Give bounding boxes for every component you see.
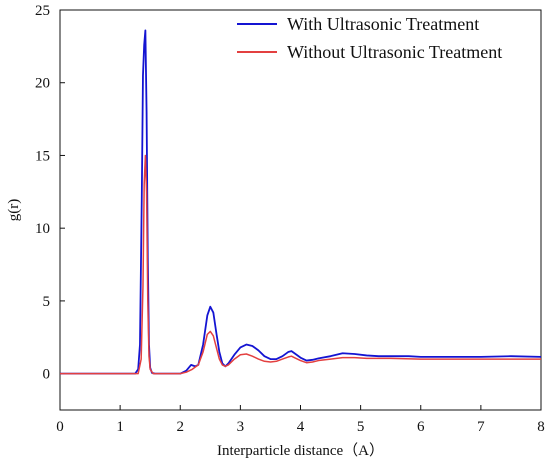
series-line-without-ultrasonic — [60, 154, 541, 375]
x-tick-label: 0 — [56, 419, 64, 435]
y-axis-title: g(r) — [6, 199, 22, 222]
series-line-with-ultrasonic — [60, 29, 542, 375]
y-tick-label: 20 — [35, 76, 50, 92]
plot-area-frame — [59, 9, 542, 411]
axis-ticks: 0 1 2 3 4 5 6 7 8 0 5 10 15 20 25 — [35, 3, 545, 435]
y-tick-label: 10 — [35, 221, 50, 237]
x-tick-label: 5 — [357, 419, 365, 435]
y-tick-label: 0 — [43, 367, 51, 383]
x-axis-title: Interparticle distance（A） — [217, 442, 384, 459]
y-tick-label: 25 — [35, 3, 50, 19]
x-tick-label: 1 — [116, 419, 124, 435]
legend: With Ultrasonic Treatment Without Ultras… — [237, 14, 502, 62]
legend-label-without-ultrasonic: Without Ultrasonic Treatment — [287, 42, 502, 62]
x-tick-label: 3 — [237, 419, 245, 435]
x-tick-label: 2 — [177, 419, 185, 435]
x-tick-label: 6 — [417, 419, 425, 435]
x-tick-label: 8 — [537, 419, 545, 435]
legend-label-with-ultrasonic: With Ultrasonic Treatment — [287, 14, 479, 34]
x-tick-label: 7 — [477, 419, 485, 435]
y-tick-label: 15 — [35, 148, 50, 164]
y-tick-label: 5 — [43, 294, 51, 310]
x-tick-label: 4 — [297, 419, 305, 435]
series-lines — [60, 29, 542, 375]
